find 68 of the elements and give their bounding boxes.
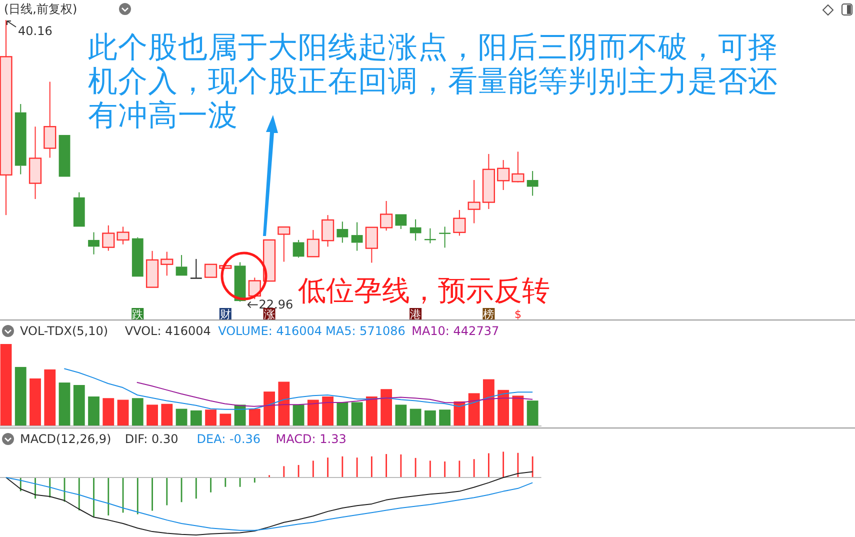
candlestick — [439, 226, 451, 248]
bar — [161, 404, 173, 426]
bar — [498, 390, 510, 426]
candlestick — [526, 170, 538, 196]
annotation: 低位孕线，预示反转 — [298, 274, 550, 307]
chart-title: MACD(12,26,9) — [20, 432, 112, 446]
bar — [132, 398, 144, 426]
bar — [526, 400, 538, 426]
chart-title: VOL-TDX(5,10) — [20, 324, 108, 338]
bar — [336, 402, 348, 426]
candlestick — [88, 232, 100, 255]
bar — [395, 404, 407, 426]
bar — [73, 385, 85, 426]
bar — [307, 400, 319, 426]
bar — [58, 382, 70, 426]
text: MA10: 442737 — [412, 324, 500, 338]
bar — [248, 408, 260, 426]
bar — [366, 396, 378, 426]
bar — [220, 414, 232, 426]
candlestick — [44, 81, 56, 158]
candlestick — [14, 104, 26, 175]
bar — [146, 404, 158, 426]
bar — [44, 369, 56, 426]
bar — [482, 379, 494, 426]
bar — [278, 382, 290, 426]
candlestick — [497, 160, 510, 191]
candlestick — [468, 180, 480, 224]
candlestick — [336, 221, 348, 244]
bar — [424, 410, 436, 426]
text: VVOL: 416004 — [124, 324, 211, 338]
bar — [512, 396, 524, 426]
bar — [264, 392, 275, 426]
bar — [292, 404, 304, 426]
bar — [380, 389, 392, 426]
text: 榜 — [483, 308, 494, 321]
bar — [102, 398, 114, 426]
bar — [322, 396, 334, 426]
candlestick — [410, 218, 422, 242]
text: DEA: -0.36 — [196, 432, 261, 446]
bar — [439, 410, 451, 426]
text: 港 — [410, 308, 422, 321]
bar — [88, 396, 100, 426]
bar — [0, 344, 12, 426]
candlestick — [0, 20, 12, 216]
text: 财 — [220, 308, 231, 321]
candlestick — [160, 251, 174, 276]
text: DIF: 0.30 — [124, 432, 178, 446]
candlestick — [321, 214, 334, 248]
bar — [205, 410, 216, 426]
bar — [117, 400, 129, 426]
bar — [468, 393, 480, 426]
annotation: 此个股也属于大阳线起涨点，阳后三阴而不破，可择机介入，现个股正在回调，看量能等判别主力是否还有冲高一波 — [88, 30, 778, 132]
text: VOLUME: 416004 — [218, 324, 322, 338]
bar — [351, 402, 363, 426]
bar — [454, 401, 466, 426]
text: 跌 — [132, 308, 144, 321]
text: $ — [514, 308, 522, 321]
bar — [190, 410, 202, 426]
bar — [176, 408, 188, 426]
bar — [30, 378, 41, 426]
bar — [14, 366, 26, 426]
annotation: 40.16 — [18, 24, 52, 38]
text: MA5: 571086 — [326, 324, 406, 338]
text: MACD: 1.33 — [276, 432, 346, 446]
candlestick — [351, 222, 363, 252]
candlestick — [28, 126, 42, 200]
bar — [410, 408, 422, 426]
chart-title: (日线,前复权) — [4, 2, 78, 16]
